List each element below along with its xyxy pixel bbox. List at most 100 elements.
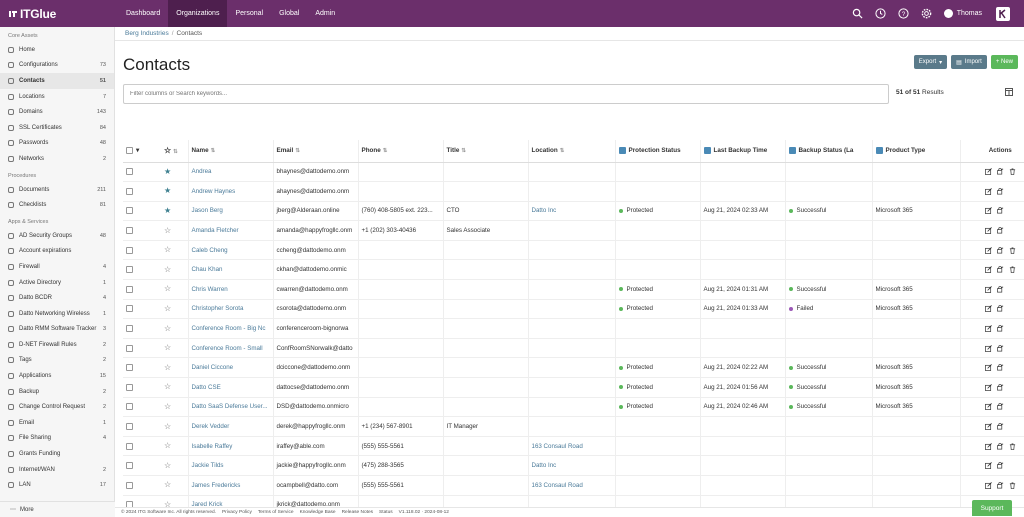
password-icon[interactable] — [996, 227, 1004, 234]
contact-name[interactable]: Datto CSE — [187, 377, 273, 398]
row-checkbox[interactable] — [126, 481, 133, 489]
support-button[interactable]: Support — [972, 500, 1012, 516]
table-row[interactable]: ☆ Derek Vedder derek@happyfrogllc.onm +1 (2… — [123, 416, 1024, 437]
contact-location[interactable]: Datto Inc — [527, 201, 615, 222]
sidebar-item-locations[interactable]: Locations 7 — [0, 89, 114, 105]
itglue-logo[interactable]: ITGlue — [0, 7, 118, 21]
sidebar-item-applications[interactable]: Applications 15 — [0, 368, 114, 384]
trash-icon[interactable] — [1009, 482, 1016, 489]
contact-location[interactable] — [527, 181, 615, 202]
contact-name[interactable]: Chau Khan — [187, 259, 273, 281]
favorite-star-icon[interactable]: ☆ — [164, 323, 172, 333]
row-checkbox[interactable] — [126, 462, 133, 470]
col-backup-time[interactable]: Last Backup Time — [699, 140, 785, 163]
contact-name[interactable]: Caleb Cheng — [187, 240, 273, 261]
trash-icon[interactable] — [1009, 168, 1016, 176]
sidebar-item-firewall[interactable]: Firewall 4 — [0, 259, 114, 275]
favorite-star-icon[interactable]: ☆ — [164, 284, 172, 294]
row-checkbox[interactable] — [126, 403, 133, 411]
select-all-checkbox[interactable] — [126, 147, 133, 155]
trash-icon[interactable] — [1009, 443, 1016, 450]
row-checkbox[interactable] — [126, 246, 133, 254]
favorite-star-icon[interactable]: ☆ — [164, 245, 172, 255]
table-row[interactable]: ☆ Datto SaaS Defense User... DSD@dattodemo… — [123, 397, 1024, 418]
edit-icon[interactable] — [984, 227, 992, 234]
password-icon[interactable] — [996, 266, 1004, 273]
sidebar-more[interactable]: ⋯ More — [0, 501, 115, 517]
nav-personal[interactable]: Personal — [235, 10, 264, 17]
terms-link[interactable]: Terms of Service — [257, 510, 294, 515]
edit-icon[interactable] — [984, 364, 992, 372]
row-checkbox[interactable] — [126, 422, 133, 430]
row-checkbox[interactable] — [126, 207, 133, 215]
edit-icon[interactable] — [984, 344, 992, 352]
password-icon[interactable] — [996, 344, 1004, 352]
favorite-star-icon[interactable]: ☆ — [164, 460, 172, 470]
contact-name[interactable]: Amanda Fletcher — [187, 220, 273, 241]
edit-icon[interactable] — [984, 285, 992, 293]
contact-name[interactable]: Christopher Sorota — [187, 299, 273, 320]
table-row[interactable]: ☆ Amanda Fletcher amanda@happyfrogllc.onm +… — [123, 220, 1024, 241]
edit-icon[interactable] — [984, 305, 992, 313]
password-icon[interactable] — [996, 305, 1004, 312]
row-checkbox[interactable] — [126, 364, 133, 372]
contact-name[interactable]: Chris Warren — [187, 279, 273, 300]
password-icon[interactable] — [996, 462, 1004, 469]
favorite-star-icon[interactable]: ☆ — [164, 421, 172, 431]
status-link[interactable]: Status — [379, 510, 393, 515]
export-button[interactable]: Export ▾ — [913, 55, 948, 69]
contact-location[interactable] — [527, 279, 615, 300]
edit-icon[interactable] — [984, 481, 992, 489]
favorite-star-icon[interactable]: ☆ — [164, 401, 172, 411]
table-row[interactable]: ★ Andrea bhaynes@dattodemo.onm — [123, 162, 1024, 183]
sidebar-item-documents[interactable]: Documents 211 — [0, 182, 114, 198]
row-checkbox[interactable] — [126, 285, 133, 293]
col-protection[interactable]: Protection Status — [614, 140, 700, 163]
row-checkbox[interactable] — [126, 305, 133, 313]
contact-name[interactable]: Daniel Ciccone — [187, 357, 273, 379]
search-input[interactable] — [123, 84, 889, 104]
favorite-star-icon[interactable]: ☆ — [164, 343, 172, 353]
history-icon[interactable] — [870, 3, 892, 25]
sidebar-item-datto-bcdr[interactable]: Datto BCDR 4 — [0, 290, 114, 306]
password-icon[interactable] — [996, 481, 1004, 489]
sidebar-item-configurations[interactable]: Configurations 73 — [0, 58, 114, 74]
trash-icon[interactable] — [1009, 266, 1016, 274]
kb-link[interactable]: Knowledge Base — [299, 510, 336, 515]
password-icon[interactable] — [996, 188, 1004, 195]
edit-icon[interactable] — [984, 462, 992, 470]
contact-name[interactable]: Andrea — [187, 162, 273, 183]
sidebar-item-networks[interactable]: Networks 2 — [0, 151, 114, 167]
row-checkbox[interactable] — [126, 383, 133, 391]
contact-name[interactable]: Conference Room - Small — [187, 338, 273, 359]
sidebar-item-domains[interactable]: Domains 143 — [0, 104, 114, 120]
sidebar-item-account-expirations[interactable]: Account expirations — [0, 244, 114, 260]
edit-icon[interactable] — [984, 246, 992, 254]
col-name[interactable]: Name ⇅ — [187, 140, 273, 163]
new-button[interactable]: + New — [990, 55, 1018, 69]
row-checkbox[interactable] — [126, 227, 133, 234]
sidebar-item-backup[interactable]: Backup 2 — [0, 384, 114, 400]
row-checkbox[interactable] — [126, 442, 133, 450]
contact-location[interactable] — [527, 220, 615, 241]
star-column[interactable]: ☆ ⇅ — [161, 140, 188, 163]
help-icon[interactable]: ? — [893, 3, 915, 25]
nav-dashboard[interactable]: Dashboard — [126, 10, 161, 17]
favorite-star-icon[interactable]: ☆ — [164, 382, 172, 392]
contact-location[interactable] — [527, 299, 615, 320]
sidebar-item-active-directory[interactable]: Active Directory 1 — [0, 275, 114, 291]
nav-admin[interactable]: Admin — [315, 10, 336, 17]
contact-location[interactable] — [527, 397, 615, 418]
contact-location[interactable]: Datto Inc — [527, 455, 615, 476]
row-checkbox[interactable] — [126, 266, 133, 274]
favorite-star-icon[interactable]: ★ — [164, 166, 172, 176]
sidebar-item-internet-wan[interactable]: Internet/WAN 2 — [0, 462, 114, 478]
edit-icon[interactable] — [984, 168, 992, 176]
contact-name[interactable]: Isabelle Raffey — [187, 436, 273, 457]
contact-name[interactable]: James Fredericks — [187, 475, 273, 496]
select-all[interactable]: ▾ — [123, 140, 161, 163]
edit-icon[interactable] — [984, 403, 992, 411]
contact-location[interactable] — [527, 240, 615, 261]
table-row[interactable]: ★ Andrew Haynes ahaynes@dattodemo.onm — [123, 181, 1024, 202]
contact-location[interactable] — [527, 377, 615, 398]
